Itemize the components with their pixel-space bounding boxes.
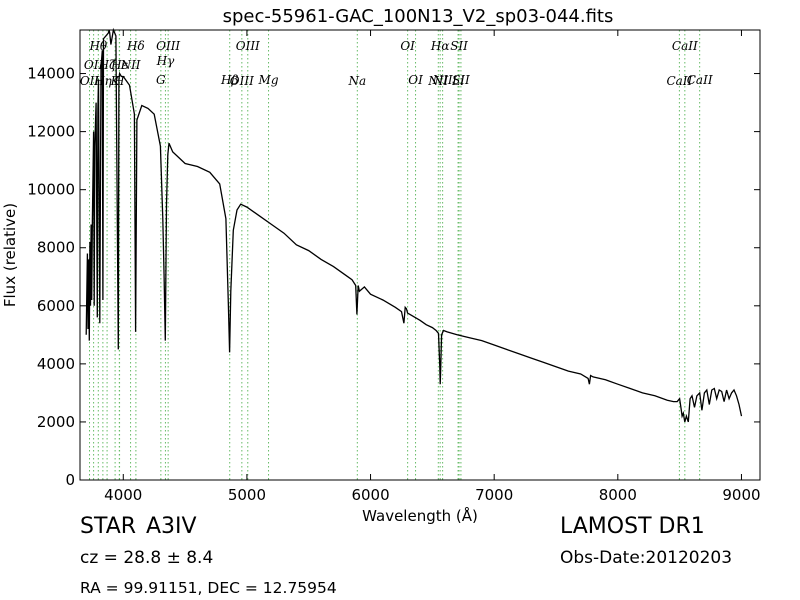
- line-label: OII: [84, 58, 104, 72]
- line-label: OIII: [236, 39, 260, 53]
- line-label: SII: [452, 73, 470, 87]
- line-label: OIII: [230, 74, 254, 88]
- y-axis-ticks: 0 2000 4000 6000 8000 10000 12000 14000: [27, 65, 760, 489]
- line-label: OIII: [156, 39, 180, 53]
- y-tick-label: 2000: [37, 413, 75, 431]
- x-tick-label: 4000: [104, 486, 142, 504]
- line-label: NII: [432, 73, 453, 87]
- line-label: Hβ: [220, 73, 238, 87]
- x-tick-label: 7000: [475, 486, 513, 504]
- line-label: Na: [347, 74, 366, 88]
- line-label: NII: [427, 74, 448, 88]
- line-label: CaII: [687, 73, 713, 87]
- x-tick-label: 5000: [228, 486, 266, 504]
- line-label: G: [156, 73, 166, 87]
- x-tick-label: 8000: [599, 486, 637, 504]
- line-label: Mg: [258, 73, 279, 87]
- line-label: Hθ: [88, 39, 107, 53]
- coordinates: RA = 99.91151, DEC = 12.75954: [80, 579, 337, 597]
- y-axis-label: Flux (relative): [1, 203, 19, 307]
- object-subclass: A3IV: [146, 514, 197, 539]
- line-label: Hα: [430, 39, 450, 53]
- line-label: Hδ: [126, 39, 145, 53]
- redshift-cz: cz = 28.8 ± 8.4: [80, 548, 214, 568]
- observation-date: Obs-Date:20120203: [560, 548, 733, 568]
- line-label: OI: [408, 73, 423, 87]
- x-axis-ticks: 4000 5000 6000 7000 8000 9000: [104, 30, 761, 504]
- y-tick-label: 4000: [37, 355, 75, 373]
- line-label: NII: [120, 58, 141, 72]
- y-tick-label: 10000: [27, 181, 75, 199]
- emission-line-labels: OIIOIIHθHηHζKHεHHδNIIGHγOIIIHβOIIIOIIIMg…: [80, 39, 713, 88]
- line-label: CaII: [666, 74, 692, 88]
- line-label: OI: [400, 39, 415, 53]
- line-label: Hγ: [156, 54, 175, 68]
- line-label: CaII: [672, 39, 698, 53]
- y-tick-label: 8000: [37, 239, 75, 257]
- spectrum-line: [85, 27, 743, 423]
- x-tick-label: 9000: [722, 486, 760, 504]
- object-class: STAR: [80, 514, 137, 539]
- chart-title: spec-55961-GAC_100N13_V2_sp03-044.fits: [223, 6, 614, 27]
- y-tick-label: 12000: [27, 123, 75, 141]
- y-tick-label: 14000: [27, 65, 75, 83]
- y-tick-label: 0: [65, 471, 75, 489]
- emission-line-markers: [89, 30, 701, 480]
- x-tick-label: 6000: [351, 486, 389, 504]
- y-tick-label: 6000: [37, 297, 75, 315]
- x-axis-label: Wavelength (Å): [362, 506, 478, 525]
- line-label: Li: [451, 74, 464, 88]
- line-label: K: [110, 74, 121, 88]
- survey-name: LAMOST DR1: [560, 514, 705, 539]
- line-label: OII: [80, 74, 100, 88]
- line-label: SII: [450, 39, 468, 53]
- line-label: Hε: [110, 58, 128, 72]
- plot-frame: [79, 29, 761, 481]
